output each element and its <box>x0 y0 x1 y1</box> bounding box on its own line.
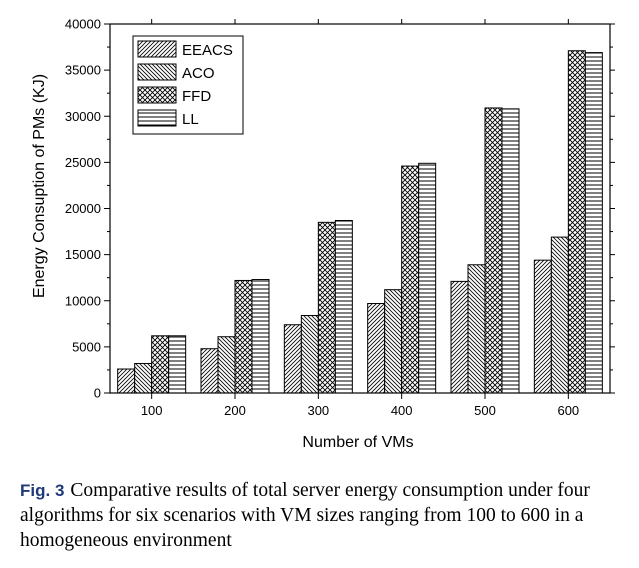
y-tick-label: 15000 <box>65 247 101 262</box>
bar-ffd-600 <box>567 50 586 394</box>
x-tick-label: 100 <box>141 403 163 418</box>
y-tick-label: 10000 <box>65 293 101 308</box>
y-axis-title: Energy Consuption of PMs (KJ) <box>31 74 48 298</box>
figure-caption: Fig. 3 Comparative results of total serve… <box>20 478 625 553</box>
y-tick-label: 30000 <box>65 109 101 124</box>
bar-ll-500 <box>501 108 520 394</box>
bar-eeacs-600 <box>533 259 552 394</box>
legend-label-aco: ACO <box>182 65 215 82</box>
legend-swatch-ll <box>137 109 177 127</box>
x-tick-label: 500 <box>474 403 496 418</box>
caption-text: Comparative results of total server ener… <box>20 480 590 551</box>
bar-aco-300 <box>300 315 319 394</box>
legend: EEACS ACO FFD LL <box>132 35 244 135</box>
bars-layer <box>117 50 603 394</box>
bar-eeacs-200 <box>200 348 219 394</box>
bar-aco-200 <box>217 336 236 394</box>
legend-label-ffd: FFD <box>182 88 211 105</box>
bar-chart: 0 5000 10000 15000 20000 25000 30000 35000 40000… <box>31 17 615 451</box>
bar-ll-200 <box>251 279 270 394</box>
y-tick-label: 5000 <box>72 339 101 354</box>
bar-ll-100 <box>168 335 187 394</box>
x-tick-label: 200 <box>224 403 246 418</box>
bar-ffd-400 <box>401 165 420 394</box>
bar-ffd-500 <box>484 107 503 394</box>
legend-swatch-aco <box>137 63 177 81</box>
y-tick-label: 25000 <box>65 155 101 170</box>
bar-aco-100 <box>134 362 153 394</box>
bar-ll-300 <box>334 219 353 394</box>
bar-eeacs-500 <box>450 280 469 394</box>
bar-eeacs-300 <box>283 324 302 394</box>
y-tick-label: 35000 <box>65 63 101 78</box>
bar-eeacs-400 <box>367 303 386 394</box>
y-tick-label: 20000 <box>65 201 101 216</box>
x-axis-title: Number of VMs <box>302 434 413 451</box>
bar-aco-500 <box>467 264 486 394</box>
legend-label-eeacs: EEACS <box>182 42 233 59</box>
legend-swatch-ffd <box>137 86 177 104</box>
bar-ffd-100 <box>151 335 170 394</box>
bar-ffd-300 <box>317 221 336 394</box>
y-tick-label: 40000 <box>65 17 101 32</box>
legend-label-ll: LL <box>182 111 199 128</box>
bar-ffd-200 <box>234 279 253 394</box>
y-tick-label: 0 <box>94 386 101 401</box>
legend-swatch-eeacs <box>137 40 177 58</box>
bar-ll-400 <box>418 162 437 394</box>
figure-label: Fig. 3 <box>20 481 65 500</box>
bar-aco-600 <box>550 236 569 394</box>
axes-layer: 0 5000 10000 15000 20000 25000 30000 35000 40000… <box>65 17 615 418</box>
bar-aco-400 <box>384 289 403 394</box>
x-tick-label: 600 <box>557 403 579 418</box>
x-tick-label: 300 <box>307 403 329 418</box>
bar-ll-600 <box>584 52 603 394</box>
x-tick-label: 400 <box>391 403 413 418</box>
bar-eeacs-100 <box>117 368 136 394</box>
